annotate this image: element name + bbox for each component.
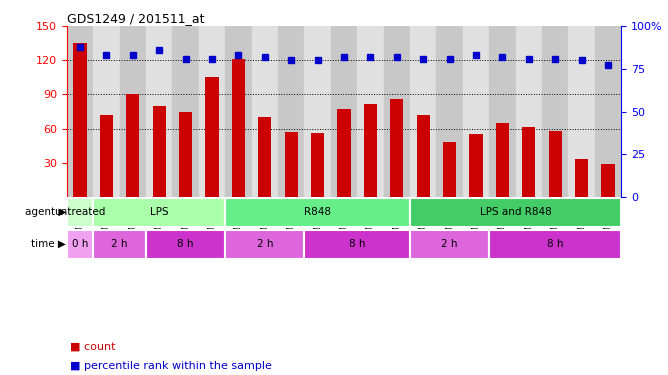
- Text: ■ count: ■ count: [70, 342, 116, 352]
- Bar: [311, 133, 324, 197]
- Bar: [443, 142, 456, 197]
- Bar: [410, 230, 489, 259]
- Bar: [575, 159, 589, 197]
- Text: time ▶: time ▶: [31, 239, 66, 249]
- Bar: [337, 109, 351, 197]
- Text: R848: R848: [304, 207, 331, 217]
- Bar: [120, 26, 146, 197]
- Bar: [542, 26, 568, 197]
- Bar: [383, 26, 410, 197]
- Bar: [278, 26, 305, 197]
- Text: 8 h: 8 h: [547, 239, 564, 249]
- Bar: [601, 164, 615, 197]
- Text: LPS and R848: LPS and R848: [480, 207, 552, 217]
- Bar: [232, 59, 245, 197]
- Bar: [516, 26, 542, 197]
- Bar: [410, 198, 621, 227]
- Text: 2 h: 2 h: [257, 239, 273, 249]
- Bar: [548, 131, 562, 197]
- Bar: [305, 26, 331, 197]
- Text: 8 h: 8 h: [349, 239, 365, 249]
- Bar: [152, 106, 166, 197]
- Text: 2 h: 2 h: [112, 239, 128, 249]
- Bar: [489, 26, 516, 197]
- Bar: [206, 78, 218, 197]
- Bar: [305, 230, 410, 259]
- Bar: [489, 230, 621, 259]
- Bar: [100, 115, 113, 197]
- Text: agent ▶: agent ▶: [25, 207, 66, 217]
- Text: GDS1249 / 201511_at: GDS1249 / 201511_at: [67, 12, 204, 25]
- Bar: [94, 26, 120, 197]
- Bar: [463, 26, 489, 197]
- Bar: [73, 44, 87, 197]
- Bar: [67, 26, 94, 197]
- Bar: [595, 26, 621, 197]
- Bar: [252, 26, 278, 197]
- Bar: [67, 230, 94, 259]
- Bar: [522, 128, 536, 197]
- Bar: [259, 117, 271, 197]
- Bar: [364, 104, 377, 197]
- Bar: [331, 26, 357, 197]
- Bar: [146, 230, 225, 259]
- Bar: [470, 134, 483, 197]
- Bar: [417, 115, 430, 197]
- Bar: [285, 132, 298, 197]
- Bar: [126, 94, 140, 197]
- Bar: [568, 26, 595, 197]
- Text: ■ percentile rank within the sample: ■ percentile rank within the sample: [70, 361, 272, 370]
- Bar: [410, 26, 436, 197]
- Bar: [225, 230, 305, 259]
- Text: LPS: LPS: [150, 207, 168, 217]
- Text: 2 h: 2 h: [442, 239, 458, 249]
- Bar: [436, 26, 463, 197]
- Bar: [496, 123, 509, 197]
- Bar: [357, 26, 383, 197]
- Bar: [172, 26, 199, 197]
- Bar: [146, 26, 172, 197]
- Bar: [94, 230, 146, 259]
- Bar: [199, 26, 225, 197]
- Bar: [390, 99, 403, 197]
- Bar: [225, 198, 410, 227]
- Bar: [179, 112, 192, 197]
- Text: untreated: untreated: [54, 207, 106, 217]
- Bar: [67, 198, 94, 227]
- Text: 8 h: 8 h: [178, 239, 194, 249]
- Bar: [94, 198, 225, 227]
- Text: 0 h: 0 h: [72, 239, 88, 249]
- Bar: [225, 26, 252, 197]
